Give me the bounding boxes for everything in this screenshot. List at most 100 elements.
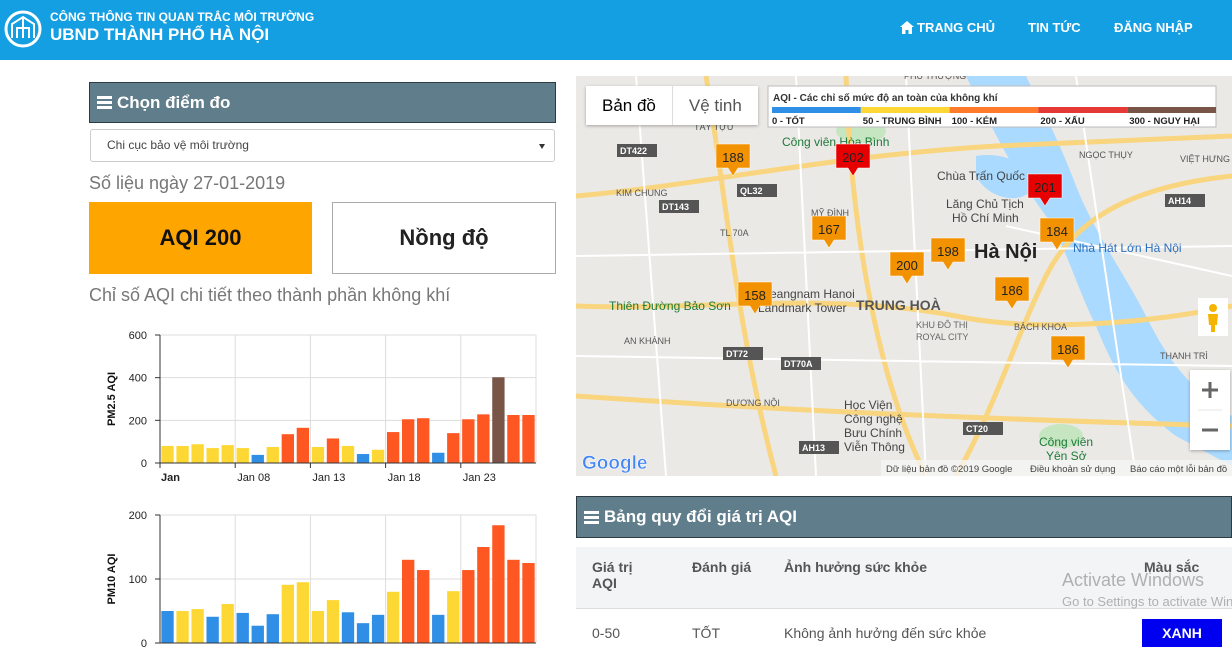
bar: [282, 434, 294, 463]
place-label: VIỆT HƯNG: [1180, 154, 1230, 164]
map-tab[interactable]: Bản đồ: [586, 86, 672, 125]
bar: [312, 611, 324, 643]
place-label: DƯƠNG NỘI: [726, 398, 780, 408]
bar: [402, 560, 414, 643]
y-tick-label: 0: [141, 458, 147, 470]
marker-value: 188: [722, 150, 744, 165]
place-label: Viễn Thông: [844, 439, 905, 454]
place-label: Hồ Chí Minh: [952, 211, 1019, 225]
legend-label: 300 - NGUY HẠI: [1129, 116, 1200, 127]
place-label: DT143: [662, 202, 689, 212]
pegman[interactable]: [1198, 298, 1228, 336]
place-label: AN KHÁNH: [624, 336, 671, 346]
bar: [432, 453, 444, 463]
place-label: KHU ĐÔ THỊ: [916, 320, 968, 330]
place-label: AH13: [802, 443, 825, 453]
nav-link[interactable]: TIN TỨC: [1028, 20, 1081, 35]
y-tick-label: 200: [129, 415, 147, 427]
map-footer-text: Dữ liệu bản đồ ©2019 Google: [886, 464, 1012, 475]
bar: [462, 570, 474, 643]
cell: Không ảnh hưởng đến sức khỏe: [768, 609, 1128, 657]
bar: [372, 615, 384, 643]
bar: [206, 617, 218, 643]
bar: [372, 450, 384, 463]
y-tick-label: 100: [129, 574, 147, 586]
place-label: Nhà Hát Lớn Hà Nội: [1073, 241, 1182, 255]
legend-swatch: [1038, 107, 1127, 113]
place-label: Chùa Trấn Quốc: [937, 169, 1025, 183]
watermark: Activate Windows Go to Settings to activ…: [1062, 570, 1232, 609]
bar: [417, 418, 429, 463]
place-label: DT72: [726, 349, 748, 359]
nav-link[interactable]: ĐĂNG NHẬP: [1114, 20, 1193, 35]
bar: [447, 591, 459, 643]
place-label: NGỌC THỤY: [1079, 150, 1133, 160]
place-label: Công viên Hòa Bình: [782, 135, 889, 149]
marker-value: 201: [1034, 180, 1056, 195]
bar: [432, 615, 444, 643]
bar: [477, 547, 489, 643]
bar: [357, 623, 369, 643]
bar: [507, 415, 519, 463]
bar: [206, 448, 218, 463]
column-header: Giá trị AQI: [576, 547, 676, 609]
place-label: Hà Nội: [974, 241, 1037, 263]
bar: [252, 626, 264, 643]
legend-swatch: [861, 107, 950, 113]
bar: [191, 444, 203, 463]
bar: [237, 613, 249, 643]
bar: [522, 563, 534, 643]
bar: [237, 448, 249, 463]
map-footer-text[interactable]: Điều khoản sử dụng: [1030, 464, 1116, 475]
marker-value: 202: [842, 150, 864, 165]
bar: [222, 445, 234, 463]
cell: TỐT: [676, 609, 768, 657]
bar: [176, 611, 188, 643]
place-label: PHÚ THƯỢNG: [904, 76, 966, 81]
zoom-icons[interactable]: [1190, 370, 1230, 450]
watermark-title: Activate Windows: [1062, 570, 1232, 591]
bar: [252, 455, 264, 463]
x-tick-label: Jan 13: [312, 472, 345, 484]
bar: [447, 433, 459, 463]
legend-label: 200 - XẤU: [1040, 116, 1084, 127]
place-label: Thiên Đường Bảo Sơn: [609, 299, 731, 313]
legend-swatch: [950, 107, 1039, 113]
legend-swatch: [1127, 107, 1216, 113]
map-footer-text[interactable]: Báo cáo một lỗi bản đồ: [1130, 464, 1227, 475]
table-row: 0-50 TỐT Không ảnh hưởng đến sức khỏe XA…: [576, 609, 1232, 657]
place-label: Công nghệ: [844, 412, 903, 426]
bar: [282, 585, 294, 643]
place-label: Học Viện: [844, 398, 892, 412]
bar: [161, 611, 173, 643]
marker-value: 186: [1001, 283, 1023, 298]
y-tick-label: 400: [129, 373, 147, 385]
bar: [222, 604, 234, 643]
marker-value: 167: [818, 222, 840, 237]
nav-link[interactable]: TRANG CHỦ: [917, 20, 995, 35]
bar: [327, 438, 339, 463]
satellite-tab[interactable]: Vệ tinh: [673, 86, 758, 125]
y-tick-label: 200: [129, 510, 147, 522]
place-label: DT70A: [784, 359, 813, 369]
place-label: AH14: [1168, 196, 1191, 206]
bar: [297, 428, 309, 463]
marker-value: 186: [1057, 342, 1079, 357]
cell: 0-50: [576, 609, 676, 657]
place-label: DT422: [620, 146, 647, 156]
bar: [267, 614, 279, 643]
bar: [191, 609, 203, 643]
column-header: Đánh giá: [676, 547, 768, 609]
table-title: Bảng quy đổi giá trị AQI: [604, 507, 797, 527]
place-label: THANH TRÌ: [1160, 351, 1208, 361]
bar: [327, 600, 339, 643]
bar: [342, 612, 354, 643]
legend-label: 50 - TRUNG BÌNH: [863, 116, 942, 127]
x-tick-label: Jan: [161, 472, 180, 484]
bar: [297, 582, 309, 643]
place-label: Lăng Chủ Tịch: [946, 197, 1024, 211]
place-label: BÁCH KHOA: [1014, 322, 1067, 332]
legend-title: AQI - Các chỉ số mức độ an toàn của khôn…: [773, 92, 999, 104]
marker-value: 184: [1046, 224, 1068, 239]
x-tick-label: Jan 23: [463, 472, 496, 484]
